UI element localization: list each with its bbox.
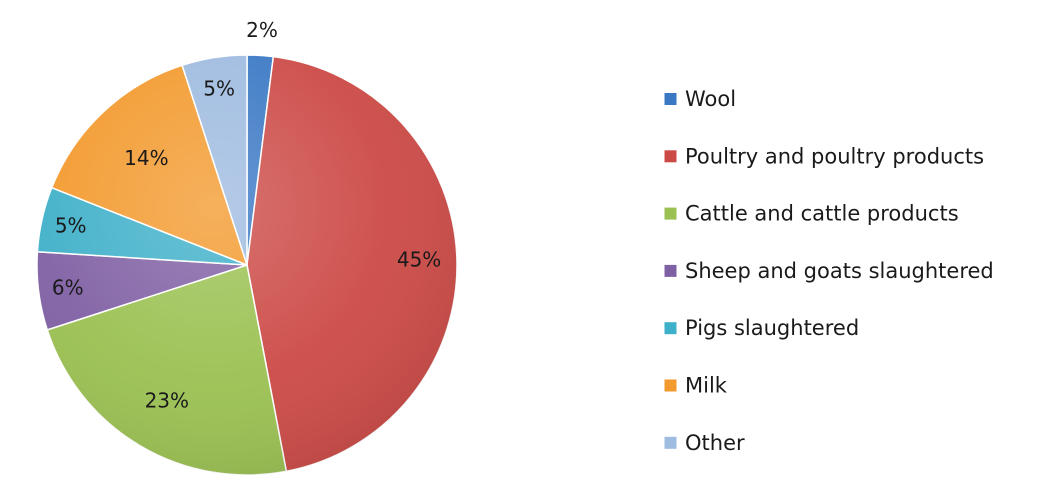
legend-swatch: [663, 321, 678, 336]
legend-item-pigs-slaughtered: Pigs slaughtered: [663, 316, 859, 340]
legend-swatch: [663, 206, 678, 221]
data-label-poultry-and-poultry-products: 45%: [397, 248, 441, 272]
data-label-sheep-and-goats-slaughtered: 6%: [52, 276, 84, 300]
data-label-cattle-and-cattle-products: 23%: [145, 389, 189, 413]
legend: Wool Poultry and poultry products Cattle a…: [663, 87, 994, 455]
legend-item-other: Other: [663, 431, 745, 455]
legend-swatch: [663, 378, 678, 393]
legend-item-milk: Milk: [663, 374, 728, 398]
legend-item-wool: Wool: [663, 87, 736, 111]
legend-swatch: [663, 263, 678, 278]
legend-label: Sheep and goats slaughtered: [685, 259, 994, 283]
legend-item-sheep-and-goats-slaughtered: Sheep and goats slaughtered: [663, 259, 994, 283]
legend-label: Cattle and cattle products: [685, 202, 959, 226]
data-label-milk: 14%: [124, 146, 168, 170]
legend-label: Other: [685, 431, 745, 455]
legend-item-cattle-and-cattle-products: Cattle and cattle products: [663, 202, 959, 226]
legend-item-poultry-and-poultry-products: Poultry and poultry products: [663, 144, 984, 168]
data-label-pigs-slaughtered: 5%: [55, 214, 87, 238]
pie-slices: [36, 54, 458, 476]
legend-label: Poultry and poultry products: [685, 144, 984, 168]
slice-data-labels: 2% 45% 23% 6% 5% 14% 5%: [52, 18, 441, 413]
legend-label: Pigs slaughtered: [685, 316, 859, 340]
data-label-other: 5%: [203, 77, 235, 101]
legend-swatch: [663, 92, 678, 106]
legend-swatch: [663, 149, 678, 164]
legend-swatch: [663, 435, 678, 450]
legend-label: Milk: [685, 374, 728, 398]
legend-label: Wool: [685, 87, 736, 111]
data-label-wool: 2%: [246, 18, 278, 42]
